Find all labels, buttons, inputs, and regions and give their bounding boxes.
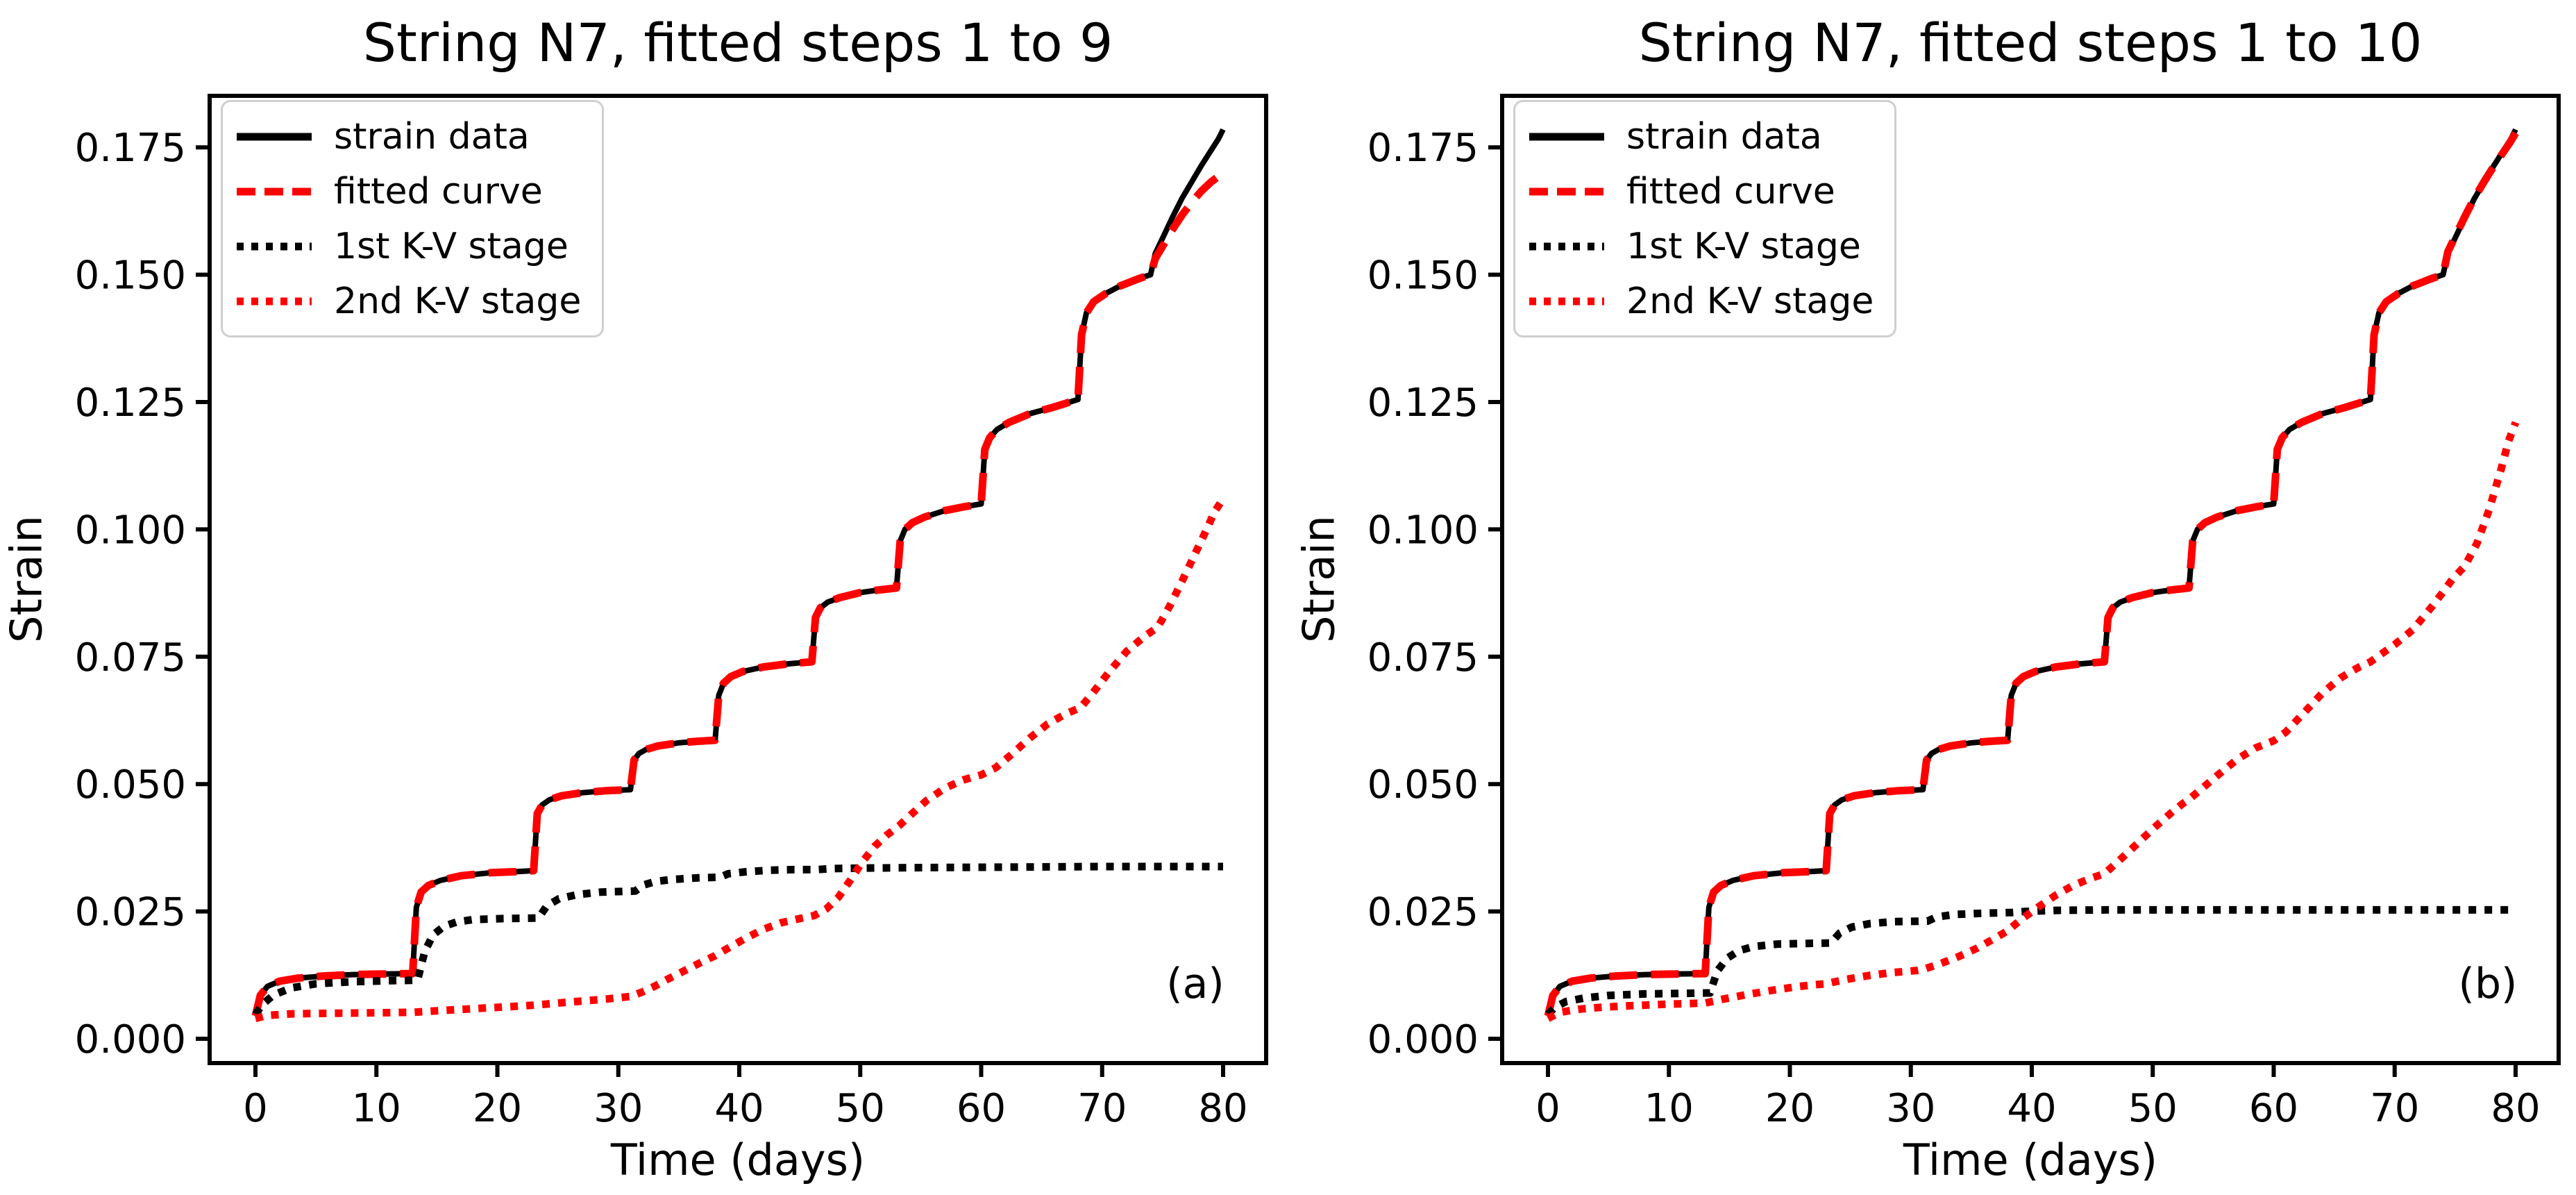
panel-b-title: String N7, fitted steps 1 to 10 (1638, 12, 2423, 74)
x-tick-label: 50 (836, 1086, 885, 1131)
series-dashed-ff0000 (1544, 131, 2519, 1017)
x-tick-label: 80 (1198, 1086, 1247, 1131)
panel-a-plot-area: 0 10 20 30 40 50 60 70 80 0.000 0.025 0.050 0.075 0.1… (75, 94, 1268, 1131)
panel-b-plot-area: 0 10 20 30 40 50 60 70 80 0.000 0.025 0.050 0.075 0.1… (1367, 94, 2561, 1131)
y-tick-label: 0.000 (1367, 1017, 1479, 1062)
legend-label: fitted curve (334, 170, 543, 212)
panel-b: String N7, fitted steps 1 to 10 Strain 0… (1293, 0, 2576, 1195)
y-tick-label: 0.075 (75, 635, 186, 680)
axes-spines (1500, 94, 2561, 1065)
y-tick-label: 0.125 (1367, 381, 1479, 426)
x-tick-label: 40 (2007, 1086, 2056, 1131)
legend-dotted-line-swatch (237, 242, 312, 250)
legend-item: 2nd K-V stage (1528, 274, 1874, 328)
legend-item: 1st K-V stage (235, 219, 581, 274)
y-tick-label: 0.175 (75, 126, 186, 171)
legend-item: 1st K-V stage (1528, 219, 1874, 274)
y-tick-label: 0.050 (1367, 762, 1479, 808)
legend-dashed-line-swatch (237, 187, 312, 195)
legend-dotted-line-swatch (1529, 242, 1604, 250)
series-dotted-ff0000 (1546, 421, 2520, 1022)
legend-dashed-line-swatch (1529, 187, 1604, 195)
legend-dotted-line-swatch (237, 297, 312, 305)
y-tick-label: 0.075 (1367, 635, 1479, 680)
legend-item: strain data (1528, 109, 1874, 164)
panel-a-x-axis-label: Time (days) (610, 1135, 866, 1185)
legend-label: 2nd K-V stage (1626, 280, 1874, 322)
axes-spines (208, 94, 1268, 1065)
x-tick-label: 0 (1535, 1086, 1560, 1131)
series-dotted-000000 (252, 862, 1223, 1017)
panel-b-legend: strain data fitted curve 1st K-V stage 2nd … (1513, 100, 1897, 337)
y-tick-label: 0.000 (75, 1017, 186, 1062)
x-tick-label: 80 (2491, 1086, 2540, 1131)
y-tick-label: 0.100 (1367, 508, 1479, 553)
panel-b-letter: (b) (2458, 960, 2518, 1008)
y-tick-label: 0.025 (1367, 890, 1479, 935)
x-tick-label: 60 (2249, 1086, 2298, 1131)
x-tick-label: 30 (1886, 1086, 1935, 1131)
x-tick-label: 60 (957, 1086, 1006, 1131)
legend-solid-line-swatch (237, 133, 312, 140)
legend-item: 2nd K-V stage (235, 274, 581, 328)
x-tick-label: 20 (473, 1086, 522, 1131)
y-tick-label: 0.050 (75, 762, 186, 808)
panel-b-x-axis-label: Time (days) (1903, 1135, 2158, 1185)
x-tick-label: 20 (1765, 1086, 1815, 1131)
x-tick-label: 50 (2128, 1086, 2178, 1131)
series-dotted-ff0000 (254, 496, 1227, 1023)
x-tick-label: 0 (243, 1086, 268, 1131)
y-tick-label: 0.150 (75, 253, 186, 299)
legend-solid-line-swatch (1529, 133, 1604, 140)
panel-a-letter: (a) (1166, 960, 1224, 1008)
x-tick-label: 70 (2370, 1086, 2419, 1131)
x-tick-label: 10 (1644, 1086, 1694, 1131)
legend-item: fitted curve (1528, 164, 1874, 219)
series-dashed-ff0000 (251, 169, 1226, 1017)
legend-item: fitted curve (235, 164, 581, 219)
x-tick-label: 70 (1077, 1086, 1127, 1131)
panel-a-legend: strain data fitted curve 1st K-V stage 2nd … (221, 100, 605, 337)
y-tick-label: 0.175 (1367, 126, 1479, 171)
panel-a-title: String N7, fitted steps 1 to 9 (362, 12, 1113, 74)
legend-label: 1st K-V stage (334, 225, 569, 267)
y-tick-label: 0.150 (1367, 253, 1479, 299)
y-tick-label: 0.125 (75, 381, 186, 426)
legend-dotted-line-swatch (1529, 297, 1604, 305)
legend-label: 1st K-V stage (1626, 225, 1861, 267)
x-tick-label: 30 (594, 1086, 643, 1131)
x-tick-label: 40 (714, 1086, 764, 1131)
y-tick-label: 0.025 (75, 890, 186, 935)
legend-label: 2nd K-V stage (334, 280, 582, 322)
series-dotted-000000 (1545, 905, 2516, 1017)
legend-label: strain data (334, 115, 530, 158)
legend-label: fitted curve (1626, 170, 1835, 212)
legend-label: strain data (1626, 115, 1822, 158)
x-tick-label: 10 (352, 1086, 401, 1131)
y-tick-label: 0.100 (75, 508, 186, 553)
legend-item: strain data (235, 109, 581, 164)
